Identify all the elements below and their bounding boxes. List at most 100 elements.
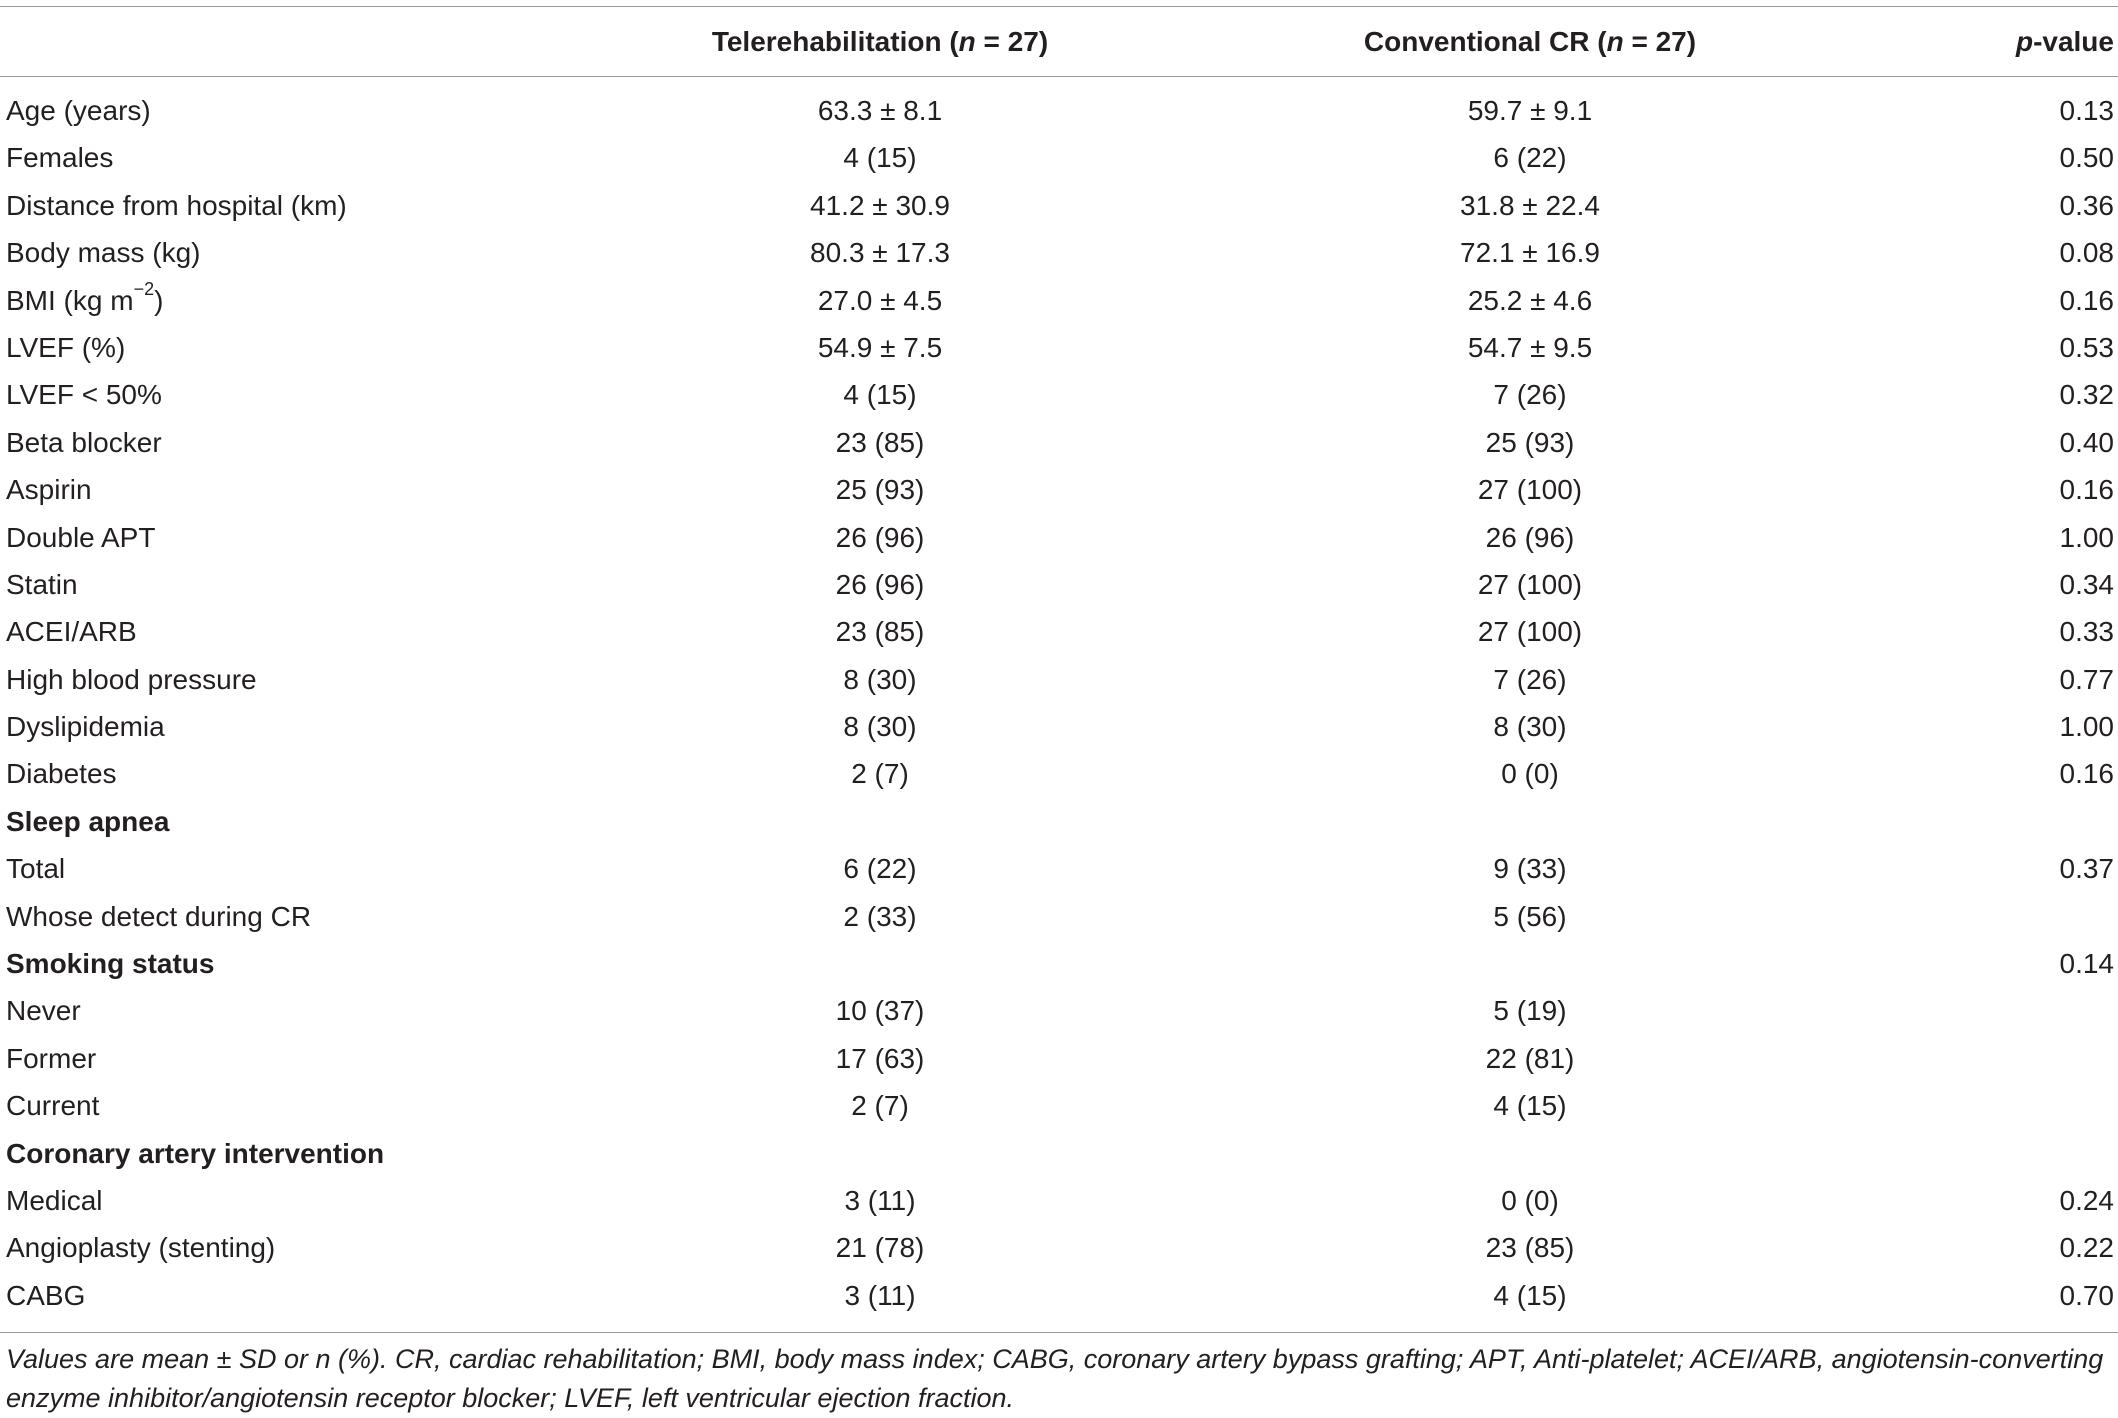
header-conventional-prefix: Conventional CR ( — [1363, 26, 1607, 57]
header-p-suffix: -value — [2033, 26, 2114, 57]
row-label: LVEF < 50% — [6, 371, 162, 418]
telerehabilitation-value: 17 (63) — [835, 1042, 925, 1074]
row-label-text: Distance from hospital (km) — [6, 189, 347, 221]
row-label: Smoking status — [6, 940, 214, 987]
row-label-text: Aspirin — [6, 474, 92, 506]
row-label: Statin — [6, 561, 78, 608]
row-label-text: Total — [6, 853, 66, 885]
table-row: LVEF < 50% 4 (15) 7 (26) 0.32 — [0, 371, 2118, 418]
conventional-cr-value: 4 (15) — [1493, 1279, 1567, 1311]
header-telerehab-prefix: Telerehabilitation ( — [711, 26, 959, 57]
row-label-text: Body mass (kg) — [6, 237, 201, 269]
row-label-text: Current — [6, 1090, 100, 1122]
row-label-text: CABG — [6, 1279, 86, 1311]
telerehabilitation-value: 2 (33) — [843, 900, 917, 932]
conventional-cr-value: 0 (0) — [1501, 758, 1559, 790]
header-p-value: p-value — [1914, 18, 2114, 66]
row-label-text: ACEI/ARB — [6, 616, 137, 648]
conventional-cr-value: 72.1 ± 16.9 — [1460, 237, 1600, 269]
p-value: 0.14 — [2059, 948, 2115, 980]
telerehabilitation-value: 8 (30) — [843, 663, 917, 695]
row-label-text: Females — [6, 142, 114, 174]
row-label: Beta blocker — [6, 419, 162, 466]
header-conventional-cr: Conventional CR (n = 27) — [1355, 18, 1705, 66]
table-row: Whose detect during CR 2 (33) 5 (56) — [0, 893, 2118, 940]
row-label: Females — [6, 134, 113, 181]
conventional-cr-value: 0 (0) — [1501, 1184, 1559, 1216]
table-row: BMI (kg m−2) 27.0 ± 4.5 25.2 ± 4.6 0.16 — [0, 277, 2118, 324]
telerehabilitation-value: 26 (96) — [835, 521, 925, 553]
table-bottom-rule — [0, 1332, 2118, 1333]
table-row: ACEI/ARB 23 (85) 27 (100) 0.33 — [0, 608, 2118, 655]
row-label: BMI (kg m−2) — [6, 277, 163, 324]
header-conventional-suffix: = 27) — [1623, 26, 1697, 57]
row-label: CABG — [6, 1272, 85, 1319]
p-value: 0.08 — [2059, 237, 2115, 269]
row-label: Medical — [6, 1177, 102, 1224]
p-value: 0.16 — [2059, 284, 2115, 316]
p-value: 0.32 — [2059, 379, 2115, 411]
row-label: Dyslipidemia — [6, 703, 165, 750]
p-value: 0.24 — [2059, 1184, 2115, 1216]
row-label: Body mass (kg) — [6, 229, 201, 276]
conventional-cr-value: 8 (30) — [1493, 711, 1567, 743]
table-row: High blood pressure 8 (30) 7 (26) 0.77 — [0, 656, 2118, 703]
telerehabilitation-value: 3 (11) — [844, 1184, 916, 1216]
telerehabilitation-value: 27.0 ± 4.5 — [817, 284, 943, 316]
table-header-row: Telerehabilitation (n = 27) Conventional… — [0, 18, 2118, 66]
conventional-cr-value: 5 (19) — [1493, 995, 1567, 1027]
telerehabilitation-value: 4 (15) — [843, 379, 917, 411]
conventional-cr-value: 9 (33) — [1493, 853, 1567, 885]
telerehabilitation-value: 2 (7) — [851, 1090, 909, 1122]
conventional-cr-value: 25.2 ± 4.6 — [1467, 284, 1593, 316]
table-row: Never 10 (37) 5 (19) — [0, 987, 2118, 1034]
row-label-text: Coronary artery intervention — [6, 1137, 385, 1169]
header-telerehab-suffix: = 27) — [975, 26, 1049, 57]
table-row: Females 4 (15) 6 (22) 0.50 — [0, 134, 2118, 181]
telerehabilitation-value: 80.3 ± 17.3 — [810, 237, 950, 269]
row-label-suffix: ) — [154, 284, 164, 316]
section-header-row: Coronary artery intervention — [0, 1130, 2118, 1177]
header-telerehab-n: n — [958, 26, 976, 57]
telerehabilitation-value: 26 (96) — [835, 568, 925, 600]
p-value: 1.00 — [2059, 521, 2115, 553]
p-value: 0.13 — [2059, 95, 2115, 126]
row-label-text: Smoking status — [6, 948, 215, 980]
table-row: Statin 26 (96) 27 (100) 0.34 — [0, 561, 2118, 608]
telerehabilitation-value: 63.3 ± 8.1 — [817, 95, 943, 126]
row-label: Double APT — [6, 514, 155, 561]
row-label-text: Whose detect during CR — [6, 900, 312, 932]
row-label: Angioplasty (stenting) — [6, 1224, 275, 1271]
table-header-rule — [0, 76, 2118, 77]
row-label-text: Angioplasty (stenting) — [6, 1232, 276, 1264]
table-row: Beta blocker 23 (85) 25 (93) 0.40 — [0, 419, 2118, 466]
row-label-text: LVEF (%) — [6, 331, 126, 363]
table-footnote: Values are mean ± SD or n (%). CR, cardi… — [6, 1344, 2104, 1413]
conventional-cr-value: 7 (26) — [1493, 379, 1567, 411]
p-value: 0.22 — [2059, 1232, 2115, 1264]
row-label: Distance from hospital (km) — [6, 182, 347, 229]
conventional-cr-value: 7 (26) — [1493, 663, 1567, 695]
header-p-italic: p — [2015, 26, 2034, 57]
row-label-text: BMI (kg m — [6, 284, 134, 316]
row-label-superscript: −2 — [133, 279, 155, 300]
conventional-cr-value: 27 (100) — [1477, 474, 1583, 506]
table-row: Aspirin 25 (93) 27 (100) 0.16 — [0, 466, 2118, 513]
header-conventional-n: n — [1606, 26, 1624, 57]
p-value: 0.53 — [2059, 331, 2115, 363]
p-value: 0.34 — [2059, 568, 2115, 600]
table-row: Double APT 26 (96) 26 (96) 1.00 — [0, 514, 2118, 561]
conventional-cr-value: 59.7 ± 9.1 — [1467, 95, 1593, 126]
table-row: Age (years) 63.3 ± 8.1 59.7 ± 9.1 0.13 — [0, 87, 2118, 134]
conventional-cr-value: 27 (100) — [1477, 568, 1583, 600]
conventional-cr-value: 31.8 ± 22.4 — [1460, 189, 1600, 221]
telerehabilitation-value: 4 (15) — [843, 142, 917, 174]
row-label: Age (years) — [6, 87, 151, 134]
p-value: 0.77 — [2059, 663, 2115, 695]
table-top-rule — [0, 6, 2118, 7]
p-value: 0.40 — [2059, 426, 2115, 458]
telerehabilitation-value: 10 (37) — [835, 995, 925, 1027]
p-value: 0.36 — [2059, 189, 2115, 221]
row-label-text: Never — [6, 995, 81, 1027]
